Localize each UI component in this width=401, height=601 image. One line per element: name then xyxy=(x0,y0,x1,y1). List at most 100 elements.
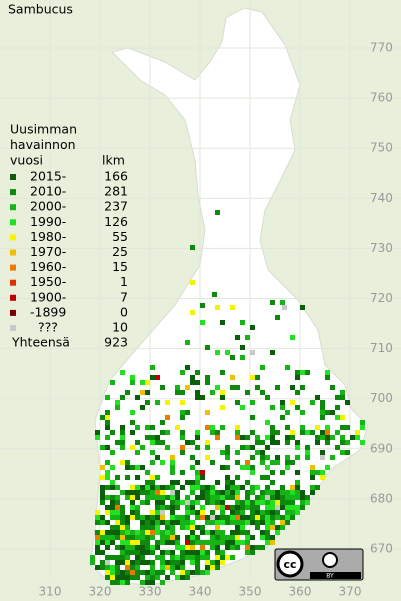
cell xyxy=(215,480,220,485)
east-label: 310 xyxy=(39,585,62,599)
cell xyxy=(200,550,205,555)
cell xyxy=(250,415,255,420)
cell xyxy=(155,540,160,545)
cell xyxy=(275,430,280,435)
cell xyxy=(120,430,125,435)
cell xyxy=(195,540,200,545)
cell xyxy=(115,520,120,525)
cell xyxy=(105,510,110,515)
cell xyxy=(130,430,135,435)
legend-label: 2000- xyxy=(30,199,66,214)
cell xyxy=(215,530,220,535)
cell xyxy=(235,515,240,520)
cell xyxy=(350,435,355,440)
cell xyxy=(120,555,125,560)
cell xyxy=(145,500,150,505)
cell xyxy=(115,400,120,405)
cell xyxy=(180,525,185,530)
cell xyxy=(265,445,270,450)
cell xyxy=(110,515,115,520)
cell xyxy=(255,495,260,500)
cell xyxy=(115,500,120,505)
cell xyxy=(160,430,165,435)
cell xyxy=(190,440,195,445)
cell xyxy=(120,575,125,580)
cell xyxy=(225,475,230,480)
cell xyxy=(195,535,200,540)
cell xyxy=(195,565,200,570)
cell xyxy=(120,435,125,440)
cell xyxy=(145,570,150,575)
cell xyxy=(125,555,130,560)
cell xyxy=(155,485,160,490)
cell xyxy=(230,530,235,535)
cell xyxy=(280,470,285,475)
cc-text: cc xyxy=(283,558,296,571)
cell xyxy=(240,515,245,520)
cell xyxy=(150,525,155,530)
cell xyxy=(190,310,195,315)
cell xyxy=(90,560,95,565)
cell xyxy=(105,560,110,565)
cell xyxy=(225,545,230,550)
cell xyxy=(290,495,295,500)
cell xyxy=(240,345,245,350)
cell xyxy=(275,315,280,320)
legend-label: 1980- xyxy=(30,229,66,244)
cell xyxy=(95,520,100,525)
cell xyxy=(315,485,320,490)
cell xyxy=(275,500,280,505)
cell xyxy=(110,575,115,580)
legend-swatch xyxy=(10,294,16,301)
cell xyxy=(180,435,185,440)
cell xyxy=(90,555,95,560)
cell xyxy=(190,545,195,550)
cell xyxy=(100,465,105,470)
cell xyxy=(285,500,290,505)
cell xyxy=(265,520,270,525)
cell xyxy=(235,460,240,465)
cell xyxy=(300,305,305,310)
north-label: 700 xyxy=(370,391,393,405)
cell xyxy=(125,460,130,465)
cell xyxy=(230,505,235,510)
cell xyxy=(220,555,225,560)
cell xyxy=(245,490,250,495)
cell xyxy=(250,445,255,450)
cell xyxy=(140,405,145,410)
cell xyxy=(150,495,155,500)
cell xyxy=(160,530,165,535)
legend-swatch xyxy=(10,325,16,331)
cell xyxy=(105,475,110,480)
cell xyxy=(175,565,180,570)
cell xyxy=(265,495,270,500)
cell xyxy=(115,485,120,490)
cell xyxy=(180,570,185,575)
cell xyxy=(130,375,135,380)
cell xyxy=(135,555,140,560)
cell xyxy=(175,500,180,505)
cell xyxy=(175,575,180,580)
cell xyxy=(175,490,180,495)
cell xyxy=(105,540,110,545)
cell xyxy=(100,540,105,545)
cell xyxy=(160,515,165,520)
cell xyxy=(315,425,320,430)
cell xyxy=(185,495,190,500)
cell xyxy=(255,375,260,380)
cell xyxy=(275,455,280,460)
cell xyxy=(120,560,125,565)
east-label: 320 xyxy=(89,585,112,599)
cell xyxy=(250,470,255,475)
cell xyxy=(175,390,180,395)
legend-swatch xyxy=(10,249,16,256)
cell xyxy=(265,435,270,440)
cell xyxy=(110,530,115,535)
cell xyxy=(150,375,155,380)
cell xyxy=(150,515,155,520)
cell xyxy=(285,520,290,525)
cell xyxy=(290,490,295,495)
cell xyxy=(165,505,170,510)
cell xyxy=(265,535,270,540)
cell xyxy=(200,555,205,560)
